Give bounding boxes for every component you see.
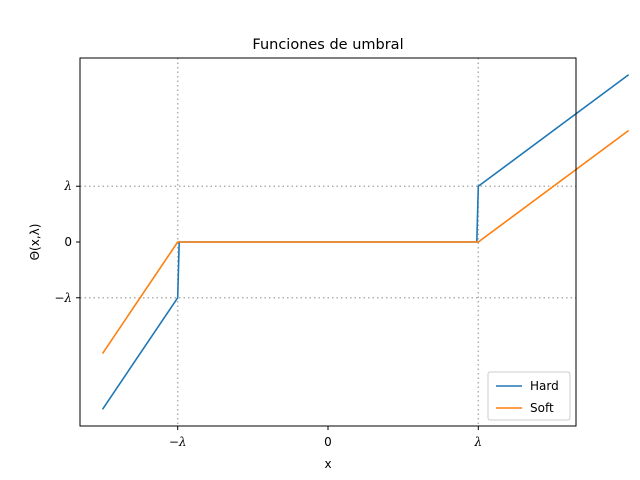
y-tick-label-0: −λ <box>54 291 72 305</box>
chart-title: Funciones de umbral <box>252 37 403 53</box>
legend: Hard Soft <box>487 371 571 421</box>
y-axis-ticks: −λ 0 λ <box>54 179 80 305</box>
y-axis-label: Θ(x,λ) <box>28 224 42 261</box>
y-tick-label-1: 0 <box>64 235 72 249</box>
x-axis-ticks: −λ 0 λ <box>169 426 482 449</box>
series-lines <box>101 74 630 410</box>
x-tick-label-2: λ <box>473 435 482 449</box>
legend-label-soft: Soft <box>530 401 554 415</box>
x-tick-label-1: 0 <box>324 435 332 449</box>
legend-label-hard: Hard <box>530 379 559 393</box>
reference-lines <box>80 58 576 426</box>
y-tick-label-2: λ <box>63 179 72 193</box>
series-line-soft <box>101 129 630 354</box>
x-axis-label: x <box>324 457 331 471</box>
x-tick-label-0: −λ <box>169 435 187 449</box>
